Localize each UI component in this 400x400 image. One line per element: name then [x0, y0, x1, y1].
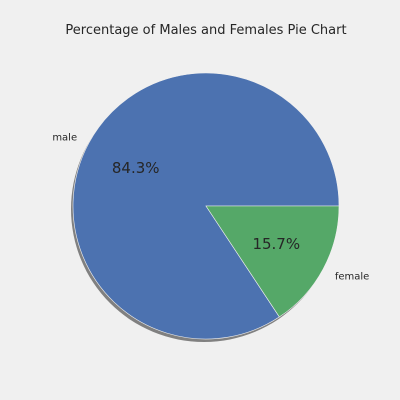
pie-labels: male 84.3% female 15.7%: [52, 133, 369, 283]
pie-pct-label-female: 15.7%: [252, 235, 300, 253]
pie-slices: [72, 72, 340, 340]
chart-title: Percentage of Males and Females Pie Char…: [65, 23, 346, 38]
pie-label-female: female: [335, 271, 369, 282]
pie-pct-label-male: 84.3%: [112, 159, 160, 177]
pie-slice-female: [205, 205, 340, 318]
pie-label-male: male: [52, 133, 77, 144]
